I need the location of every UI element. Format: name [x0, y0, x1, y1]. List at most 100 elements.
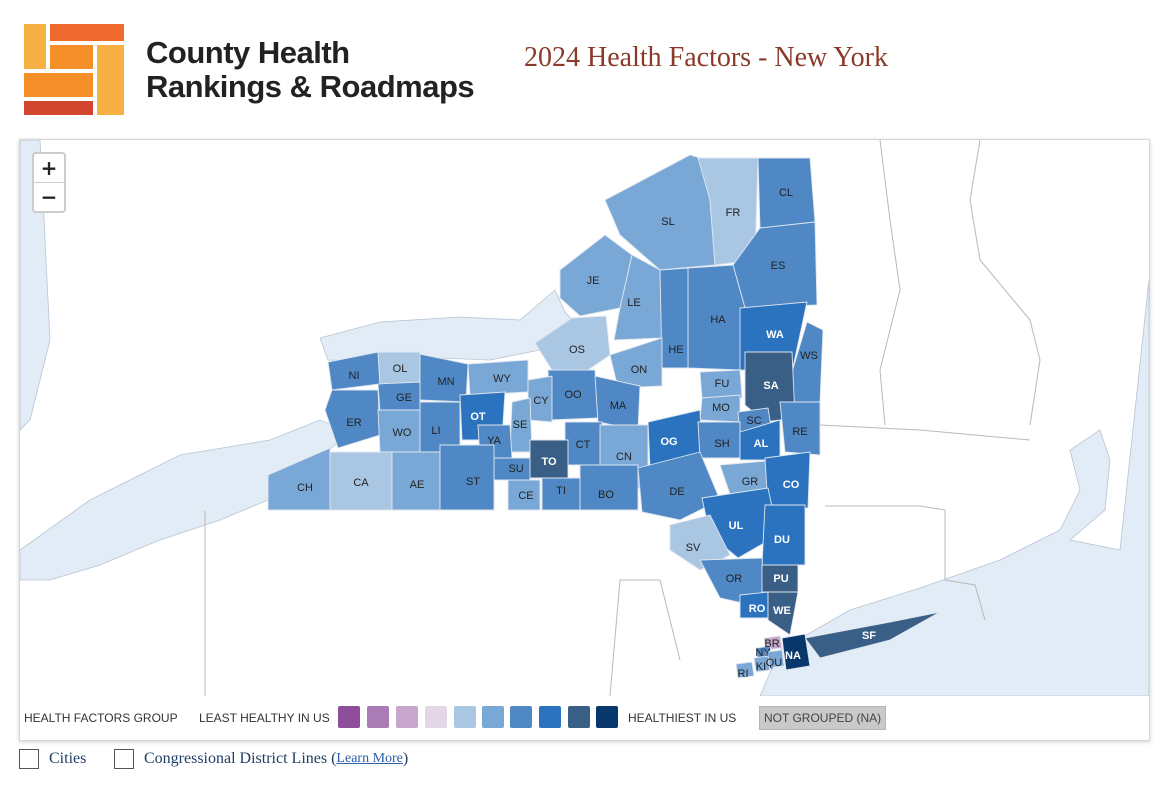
county-label-ws: WS — [800, 350, 818, 362]
legend-swatch-5[interactable] — [454, 706, 476, 728]
county-label-ri: RI — [738, 668, 749, 680]
county-label-ge: GE — [396, 392, 412, 404]
county-label-wo: WO — [393, 427, 412, 439]
county-label-br: BR — [764, 638, 779, 650]
county-label-ch: CH — [297, 482, 313, 494]
county-label-ot: OT — [470, 411, 486, 423]
county-on[interactable] — [609, 337, 663, 389]
map-panel[interactable]: + − SL FR CL JE LE ES HA OS HE WA WS NI OL MN WY ON FU SA… — [19, 139, 1150, 741]
county-label-wa: WA — [766, 329, 784, 341]
county-bo[interactable] — [579, 464, 639, 511]
county-label-su: SU — [508, 463, 523, 475]
brand-line-1: County Health — [146, 35, 350, 70]
county-re[interactable] — [779, 401, 821, 456]
county-label-on: ON — [631, 364, 648, 376]
county-label-fu: FU — [715, 378, 730, 390]
county-na[interactable] — [781, 633, 811, 671]
cities-checkbox[interactable] — [19, 749, 39, 769]
county-label-gr: GR — [742, 476, 759, 488]
county-du[interactable] — [761, 504, 806, 566]
county-fu[interactable] — [699, 369, 743, 399]
county-label-cl: CL — [779, 187, 793, 199]
county-label-al: AL — [754, 438, 769, 450]
county-label-sf: SF — [862, 630, 876, 642]
county-label-co: CO — [783, 479, 800, 491]
county-label-st: ST — [466, 476, 480, 488]
legend-swatch-3[interactable] — [396, 706, 418, 728]
legend-swatch-7[interactable] — [510, 706, 532, 728]
county-label-cn: CN — [616, 451, 632, 463]
cities-option[interactable]: Cities — [19, 749, 86, 769]
cities-label: Cities — [49, 750, 87, 767]
county-label-fr: FR — [726, 207, 741, 219]
legend-bar: HEALTH FACTORS GROUP LEAST HEALTHY IN US… — [20, 696, 1149, 740]
legend-swatch-8[interactable] — [539, 706, 561, 728]
legend-most-label: HEALTHIEST IN US — [628, 711, 737, 725]
county-label-du: DU — [774, 534, 790, 546]
county-label-ha: HA — [710, 314, 726, 326]
legend-swatch-9[interactable] — [568, 706, 590, 728]
new-york-county-map[interactable]: SL FR CL JE LE ES HA OS HE WA WS NI OL MN WY ON FU SA GE OO… — [20, 140, 1149, 696]
county-label-sv: SV — [686, 542, 701, 554]
county-we[interactable] — [767, 591, 799, 636]
district-checkbox[interactable] — [114, 749, 134, 769]
atlantic-ocean — [759, 279, 1149, 696]
brand-line-2: Rankings & Roadmaps — [146, 69, 475, 104]
legend-swatch-6[interactable] — [482, 706, 504, 728]
county-label-je: JE — [587, 275, 600, 287]
county-ki[interactable] — [753, 655, 771, 673]
county-label-ni: NI — [349, 370, 360, 382]
county-label-oo: OO — [564, 389, 582, 401]
county-label-ti: TI — [556, 485, 566, 497]
legend-not-grouped[interactable]: NOT GROUPED (NA) — [759, 706, 887, 730]
county-label-sh: SH — [714, 438, 729, 450]
county-label-se: SE — [513, 419, 528, 431]
county-label-li: LI — [431, 425, 440, 437]
learn-more-close-paren: ) — [402, 750, 409, 767]
county-label-os: OS — [569, 344, 585, 356]
county-ri[interactable] — [735, 661, 755, 679]
county-label-pu: PU — [773, 573, 788, 585]
district-option[interactable]: Congressional District Lines (Learn More… — [114, 749, 408, 769]
county-label-ct: CT — [576, 439, 591, 451]
county-label-de: DE — [669, 486, 684, 498]
legend-least-label: LEAST HEALTHY IN US — [199, 711, 330, 725]
county-le[interactable] — [613, 254, 663, 341]
county-ce[interactable] — [507, 479, 541, 511]
county-label-ce: CE — [518, 490, 533, 502]
county-label-wy: WY — [493, 373, 511, 385]
legend-group-label: HEALTH FACTORS GROUP — [24, 711, 178, 725]
legend-swatch-1[interactable] — [338, 706, 360, 728]
county-label-ca: CA — [353, 477, 369, 489]
county-label-ae: AE — [410, 479, 425, 491]
learn-more-link[interactable]: Learn More — [336, 751, 403, 766]
county-er[interactable] — [324, 389, 381, 449]
legend-swatch-2[interactable] — [367, 706, 389, 728]
legend-swatch-10[interactable] — [596, 706, 618, 728]
county-label-es: ES — [771, 260, 786, 272]
county-label-to: TO — [541, 456, 557, 468]
brand-name: County Health Rankings & Roadmaps — [146, 35, 475, 104]
county-label-bo: BO — [598, 489, 614, 501]
zoom-out-button[interactable]: − — [40, 185, 58, 209]
county-label-ol: OL — [393, 363, 408, 375]
county-label-mn: MN — [437, 376, 454, 388]
county-label-we: WE — [773, 605, 791, 617]
county-label-ma: MA — [610, 400, 627, 412]
county-st[interactable] — [439, 444, 495, 511]
county-label-mo: MO — [712, 402, 730, 414]
county-label-ki: KI — [756, 661, 766, 673]
county-label-ro: RO — [749, 603, 766, 615]
county-label-ul: UL — [729, 520, 744, 532]
zoom-control: + − — [32, 152, 66, 213]
county-label-og: OG — [660, 436, 677, 448]
county-sf[interactable] — [804, 611, 941, 659]
county-he[interactable] — [659, 267, 689, 369]
county-de[interactable] — [637, 451, 721, 521]
legend-swatch-4[interactable] — [425, 706, 447, 728]
learn-more-open-paren: ( — [327, 750, 337, 767]
county-label-er: ER — [346, 417, 361, 429]
crhr-logo — [24, 24, 124, 115]
zoom-in-button[interactable]: + — [34, 154, 64, 183]
county-label-na: NA — [785, 650, 801, 662]
